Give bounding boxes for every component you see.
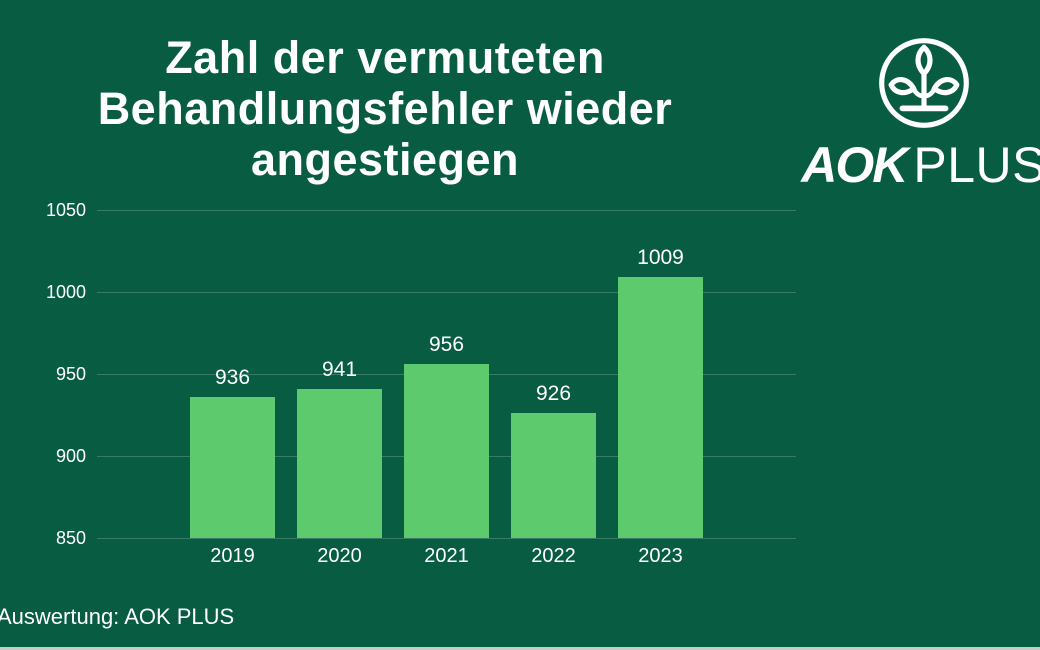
bar-value-2022: 926 <box>535 382 572 406</box>
gridline-1050 <box>97 210 796 211</box>
x-axis-label-2019: 2019 <box>210 545 255 567</box>
bar-2022 <box>511 413 596 538</box>
bar-2021 <box>404 364 489 538</box>
aok-plus-logo: AOK PLUS <box>801 36 1040 190</box>
y-axis-tick-1050: 1050 <box>45 200 86 220</box>
chart-title-line-2: Behandlungsfehler wieder <box>97 83 673 134</box>
bar-2020 <box>297 388 382 538</box>
aok-plant-logo-icon <box>878 38 969 128</box>
gridline-1000 <box>97 292 796 293</box>
x-axis-label-2023: 2023 <box>638 545 683 567</box>
bar-value-2020: 941 <box>321 357 358 381</box>
bar-value-2023: 1009 <box>637 246 684 270</box>
logo-text-aok: AOK <box>801 137 908 193</box>
x-axis-label-2020: 2020 <box>317 545 362 567</box>
plot-area: 936 2019 941 2020 956 2021 926 2022 1009 2023 <box>97 210 796 567</box>
x-axis-label-2021: 2021 <box>424 545 469 567</box>
logo-text-plus: PLUS <box>913 137 1040 193</box>
bar-value-2019: 936 <box>214 365 251 389</box>
logo-wordmark: AOK PLUS <box>801 140 1040 190</box>
y-axis-tick-900: 900 <box>55 446 86 466</box>
source-caption: Auswertung: AOK PLUS <box>0 604 235 629</box>
chart-title: Zahl der vermuteten Behandlungsfehler wi… <box>0 32 770 185</box>
x-axis-label-2022: 2022 <box>531 545 576 567</box>
bar-value-2021: 956 <box>428 333 465 357</box>
bar-chart: 936 2019 941 2020 956 2021 926 2022 1009 2023 850… <box>0 200 840 580</box>
y-axis-tick-950: 950 <box>55 364 86 384</box>
bar-2023 <box>618 277 703 538</box>
chart-title-line-1: Zahl der vermuteten <box>165 32 605 83</box>
gridline-850 <box>97 538 796 539</box>
y-axis-tick-1000: 1000 <box>45 282 86 302</box>
bar-2019 <box>190 396 275 538</box>
y-axis-tick-850: 850 <box>55 528 86 548</box>
bottom-edge-strip <box>0 647 1040 650</box>
chart-title-line-3: angestiegen <box>250 134 520 185</box>
